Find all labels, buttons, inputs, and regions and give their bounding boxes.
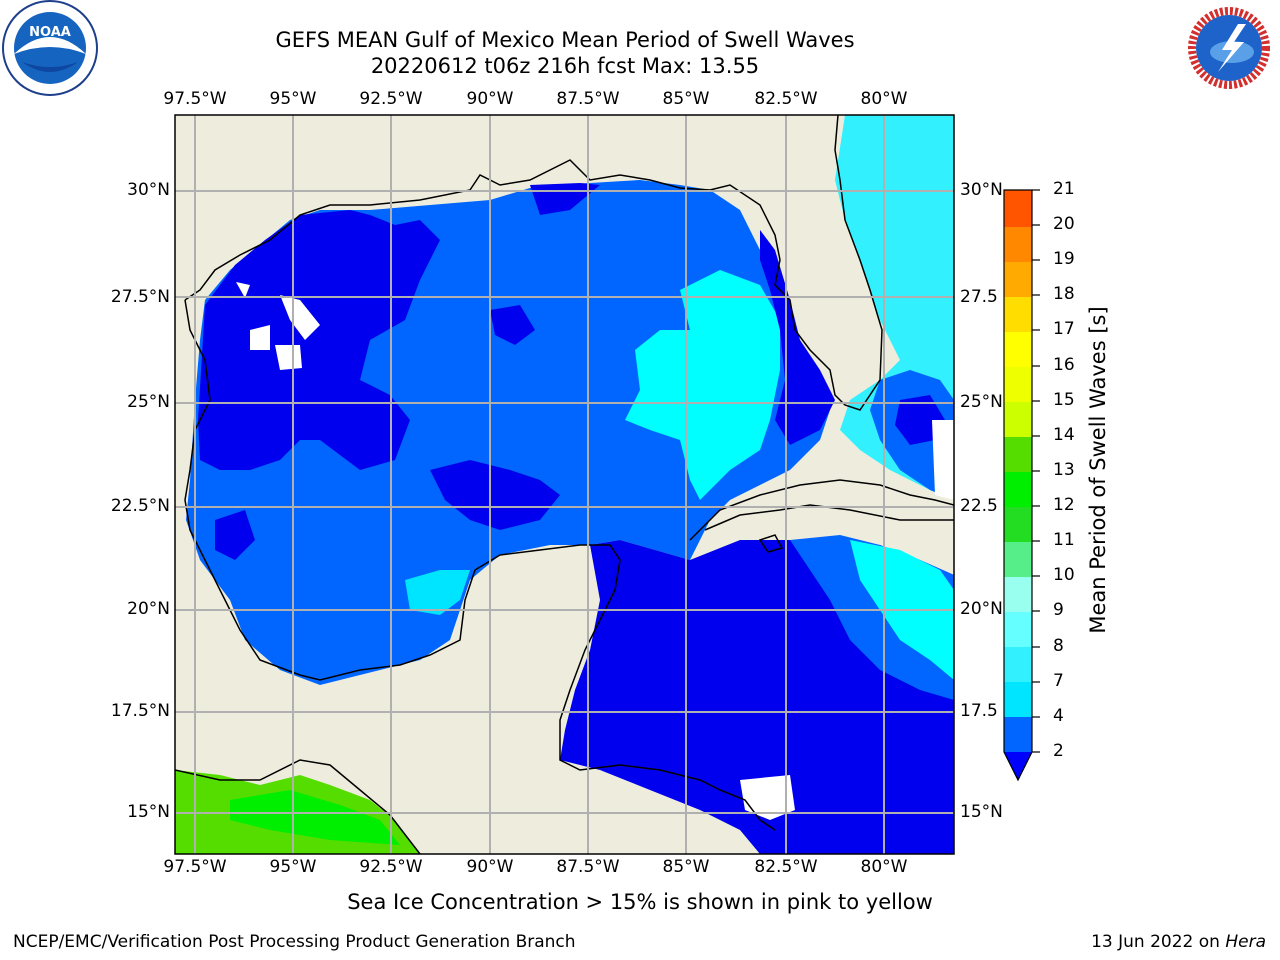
graticule [175,115,954,854]
footer-credit: NCEP/EMC/Verification Post Processing Pr… [13,932,576,952]
map-area [175,115,954,854]
yucatan-cyan [405,570,470,615]
missing-2 [250,325,270,350]
colorbar-tick-label: 11 [1053,530,1075,550]
nws-logo [1183,2,1275,94]
colorbar-swatch-4 [1004,682,1032,717]
colorbar-tick-label: 15 [1053,390,1075,410]
honduras-missing [740,775,795,820]
east-coast-dark [760,230,835,445]
lon-label-bottom: 80°W [860,857,908,877]
dark-patch-2 [490,305,535,345]
colorbar-swatch-12 [1004,437,1032,472]
lat-label-right: 20°N [960,599,1003,619]
coast-isle [758,534,784,553]
lon-label-bottom: 90°W [466,857,514,877]
map-subtitle: 20220612 t06z 216h fcst Max: 13.55 [370,54,760,78]
east-gulf-cyan [625,270,780,500]
lat-label-left: 22.5°N [110,496,170,516]
colorbar-swatch-16 [1004,297,1032,332]
missing-1 [280,295,320,340]
lon-label-bottom: 92.5°W [359,857,423,877]
colorbar [1003,189,1040,782]
colorbar-under-arrow [1004,752,1032,780]
dark-patch-1 [430,460,560,530]
sea-ice-note: Sea Ice Concentration > 15% is shown in … [347,890,933,914]
lon-label-top: 97.5°W [163,89,227,109]
pacific-bright [230,790,400,845]
colorbar-swatch-6 [1004,647,1032,682]
colorbar-swatch-14 [1004,367,1032,402]
lat-label-right: 17.5 [960,701,998,721]
lon-label-top: 95°W [269,89,317,109]
lat-label-right: 30°N [960,180,1003,200]
map-frame [174,114,955,855]
colorbar-tick-label: 14 [1053,425,1075,445]
lat-label-right: 15°N [960,802,1003,822]
lat-label-left: 30°N [127,180,170,200]
coast-mexico [184,299,776,831]
colorbar-swatch-13 [1004,402,1032,437]
lon-label-top: 90°W [466,89,514,109]
lat-label-right: 25°N [960,392,1003,412]
lon-label-bottom: 97.5°W [163,857,227,877]
lon-label-top: 92.5°W [359,89,423,109]
colorbar-tick-label: 20 [1053,214,1075,234]
colorbar-tick-label: 7 [1053,671,1064,691]
colorbar-tick-label: 12 [1053,495,1075,515]
missing-5 [932,420,954,500]
colorbar-swatch-17 [1004,262,1032,297]
footer-date-text: 13 Jun 2022 on [1091,932,1226,952]
lat-label-left: 25°N [127,392,170,412]
lat-label-left: 20°N [127,599,170,619]
dark-patch-4 [215,510,255,560]
map-title: GEFS MEAN Gulf of Mexico Mean Period of … [275,28,855,52]
colorbar-swatch-9 [1004,542,1032,577]
noaa-logo: NOAA [2,0,98,96]
lon-label-bottom: 87.5°W [556,857,620,877]
colorbar-tick-label: 8 [1053,636,1064,656]
colorbar-swatch-10 [1004,507,1032,542]
lat-label-left: 17.5°N [110,701,170,721]
colorbar-title: Mean Period of Swell Waves [s] [1086,306,1110,634]
colorbar-tick-label: 4 [1053,706,1064,726]
colorbar-swatch-15 [1004,332,1032,367]
colorbar-tick-label: 16 [1053,355,1075,375]
lon-label-top: 80°W [860,89,908,109]
colorbar-tick-label: 19 [1053,249,1075,269]
colorbar-tick-label: 10 [1053,565,1075,585]
missing-4 [236,282,250,298]
missing-3 [275,345,302,370]
colorbar-swatch-7 [1004,612,1032,647]
noaa-logo-text: NOAA [29,25,71,40]
lon-label-bottom: 95°W [269,857,317,877]
colorbar-swatch-2 [1004,717,1032,752]
colorbar-tick-label: 21 [1053,179,1075,199]
lon-label-bottom: 82.5°W [754,857,818,877]
colorbar-swatch-8 [1004,577,1032,612]
colorbar-swatch-18 [1004,227,1032,262]
west-gulf-dark [198,210,440,470]
lat-label-left: 27.5°N [110,287,170,307]
lon-label-top: 82.5°W [754,89,818,109]
lon-label-top: 85°W [662,89,710,109]
colorbar-swatch-19 [1004,190,1032,227]
lat-label-right: 22.5 [960,496,998,516]
colorbar-tick-label: 9 [1053,600,1064,620]
coast-gulf-north [184,115,883,411]
lon-label-top: 87.5°W [556,89,620,109]
footer-host: Hera [1225,932,1266,952]
lat-label-right: 27.5 [960,287,998,307]
colorbar-tick-label: 17 [1053,319,1075,339]
colorbar-tick-label: 2 [1053,741,1064,761]
colorbar-swatch-11 [1004,472,1032,507]
coast-central-america [175,759,421,854]
lon-label-bottom: 85°W [662,857,710,877]
footer-date: 13 Jun 2022 on Hera [1091,932,1266,952]
colorbar-tick-label: 13 [1053,460,1075,480]
lat-label-left: 15°N [127,802,170,822]
colorbar-tick-label: 18 [1053,284,1075,304]
